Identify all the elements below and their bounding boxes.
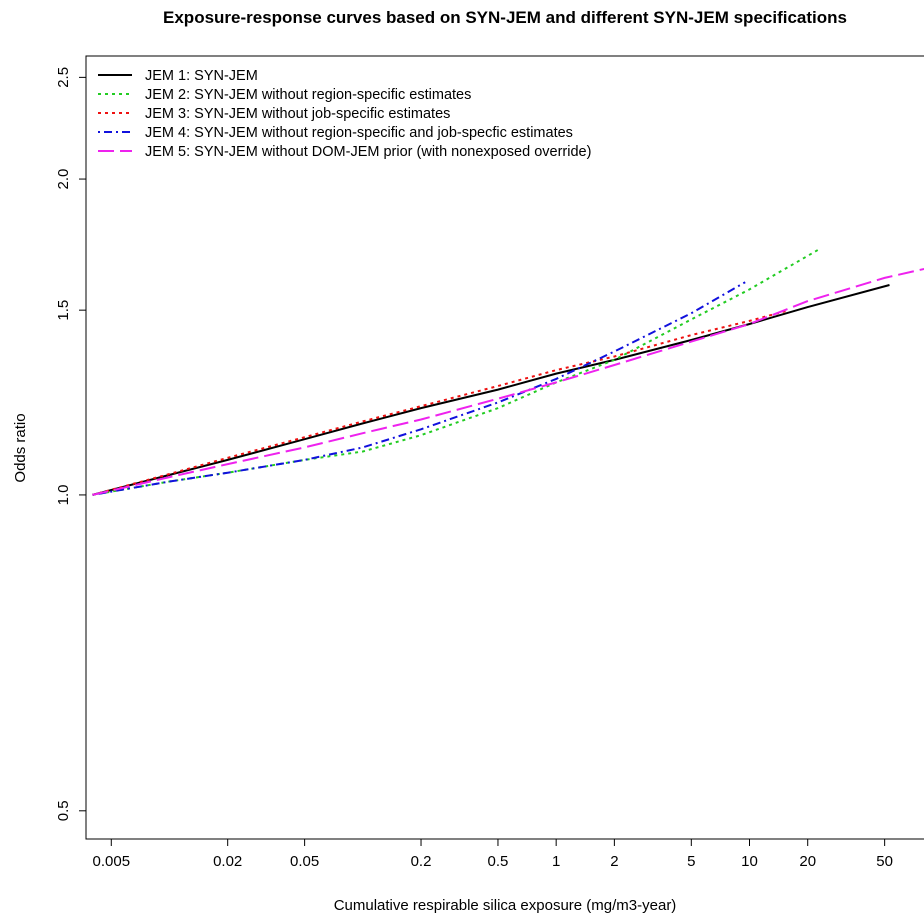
y-axis-title: Odds ratio (12, 413, 29, 482)
x-tick-label: 50 (876, 853, 893, 870)
y-tick-label: 0.5 (55, 800, 72, 821)
legend: JEM 1: SYN-JEM JEM 2: SYN-JEM without reg… (98, 68, 591, 160)
x-tick-label: 0.005 (93, 853, 131, 870)
x-tick-label: 5 (687, 853, 695, 870)
x-tick-label: 2 (610, 853, 618, 870)
series-line-jem-1 (92, 284, 890, 496)
series-layer (92, 248, 924, 496)
series-line-jem-3 (92, 309, 790, 496)
chart-title: Exposure-response curves based on SYN-JE… (163, 8, 847, 27)
y-axis: 0.5 1.0 1.5 2.0 2.5 (55, 67, 86, 821)
y-tick-label: 2.5 (55, 67, 72, 88)
series-line-jem-2 (92, 248, 820, 496)
legend-entry-label: JEM 5: SYN-JEM without DOM-JEM prior (wi… (145, 144, 591, 160)
y-tick-label: 1.0 (55, 484, 72, 505)
x-axis-title: Cumulative respirable silica exposure (m… (334, 897, 677, 914)
x-tick-label: 0.2 (411, 853, 432, 870)
x-tick-label: 1 (552, 853, 560, 870)
x-tick-label: 0.5 (488, 853, 509, 870)
legend-entry-label: JEM 3: SYN-JEM without job-specific esti… (145, 106, 450, 122)
legend-entry-label: JEM 4: SYN-JEM without region-specific a… (145, 125, 573, 141)
y-tick-label: 1.5 (55, 300, 72, 321)
x-tick-label: 0.02 (213, 853, 242, 870)
x-tick-label: 20 (799, 853, 816, 870)
plot-frame (85, 55, 924, 840)
legend-entry-label: JEM 1: SYN-JEM (145, 68, 258, 84)
series-line-jem-5 (92, 267, 924, 496)
series-line-jem-4 (92, 281, 746, 496)
x-tick-label: 10 (741, 853, 758, 870)
legend-entry-label: JEM 2: SYN-JEM without region-specific e… (145, 87, 471, 103)
y-tick-label: 2.0 (55, 169, 72, 190)
x-tick-label: 0.05 (290, 853, 319, 870)
x-axis: 0.005 0.02 0.05 0.2 0.5 1 2 5 10 20 50 (93, 839, 893, 870)
